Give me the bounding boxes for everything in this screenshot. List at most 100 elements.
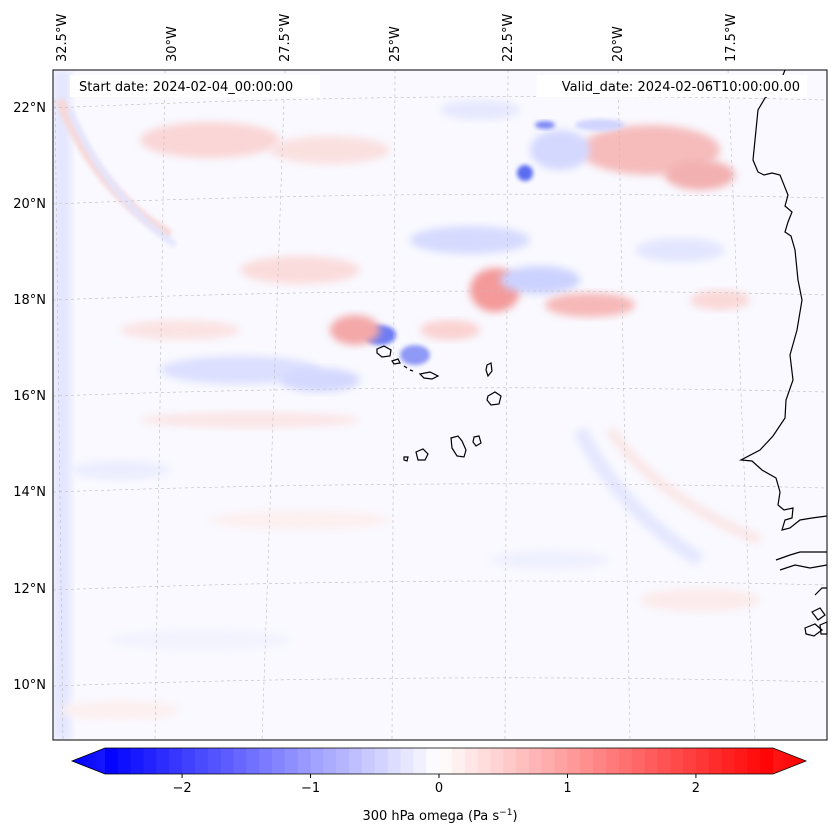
colorbar-level-block: [323, 748, 337, 774]
valid-date-box: [537, 75, 807, 97]
island-sao-nicolau: [418, 371, 440, 380]
colorbar-level-block: [259, 748, 273, 774]
colorbar-level-block: [606, 748, 620, 774]
colorbar-level-block: [207, 748, 222, 774]
colorbar-level-block: [580, 748, 594, 774]
island-sal: [485, 362, 493, 378]
colorbar-level-block: [477, 748, 491, 774]
colorbar-level-block: [233, 748, 247, 774]
colorbar-level-block: [426, 748, 440, 774]
colorbar-outline: [70, 747, 808, 775]
colorbar-tick-label: 2: [692, 781, 700, 796]
colorbar-level-block: [194, 748, 209, 774]
lat-label-10n: 10°N: [13, 678, 46, 693]
colorbar-level-block: [130, 748, 145, 774]
island-fogo: [415, 448, 429, 461]
omega-field: [53, 70, 762, 740]
colorbar-level-block: [374, 748, 389, 774]
african-coastline: [738, 69, 828, 531]
colorbar-level-block: [644, 748, 658, 774]
island-islet: [409, 369, 414, 372]
colorbar-level-block: [156, 748, 170, 774]
valid-date-text: Valid_date: 2024-02-06T10:00:00.00: [562, 80, 800, 95]
longitude-labels: 32.5°W 30°W 27.5°W 25°W 22.5°W 20°W 17.5…: [55, 14, 739, 62]
lat-label-18n: 18°N: [13, 293, 46, 308]
colorbar-tick-label: −2: [172, 781, 191, 796]
bijagos-island-1: [811, 607, 826, 621]
graticule: [53, 70, 827, 740]
colorbar-level-block: [670, 748, 684, 774]
map-panel: Start date: 2024-02-04_00:00:00 Valid_da…: [52, 69, 828, 741]
lon-label-27-5w: 27.5°W: [278, 14, 293, 62]
colorbar-tick-label: 1: [563, 781, 571, 796]
island-maio: [472, 435, 482, 447]
island-santa-luzia: [403, 365, 408, 369]
colorbar-level-block: [618, 748, 633, 774]
colorbar-blocks: [105, 748, 774, 774]
colorbar-level-block: [567, 748, 581, 774]
lat-label-14n: 14°N: [13, 485, 46, 500]
colorbar-level-block: [593, 748, 607, 774]
lon-label-20w: 20°W: [611, 26, 626, 62]
colorbar-level-block: [220, 748, 234, 774]
colorbar-level-block: [503, 748, 517, 774]
colorbar-level-block: [541, 748, 556, 774]
colorbar-level-block: [683, 748, 697, 774]
colorbar-level-block: [336, 748, 350, 774]
island-santo-antao: [376, 345, 392, 358]
guinea-bissau-coast: [814, 587, 827, 596]
colorbar-level-block: [105, 748, 119, 774]
lat-label-20n: 20°N: [13, 197, 46, 212]
island-boa-vista: [486, 391, 502, 406]
lon-label-32-5w: 32.5°W: [55, 14, 70, 62]
colorbar-level-block: [361, 748, 376, 774]
colorbar-level-block: [284, 748, 299, 774]
colorbar-level-block: [439, 748, 453, 774]
lon-label-25w: 25°W: [388, 26, 403, 62]
colorbar-level-block: [297, 748, 312, 774]
colorbar-level-block: [631, 748, 646, 774]
colorbar-level-block: [310, 748, 324, 774]
colorbar-level-block: [516, 748, 530, 774]
colorbar-level-block: [387, 748, 401, 774]
start-date-text: Start date: 2024-02-04_00:00:00: [79, 80, 293, 95]
colorbar: −2 −1 0 1 2 300 hPa omega (Pa s−1): [70, 747, 808, 824]
map-frame: [52, 69, 828, 741]
colorbar-level-block: [708, 748, 723, 774]
island-santiago: [450, 435, 467, 458]
gambia-coast: [775, 551, 827, 561]
casamance-coast: [779, 564, 828, 571]
colorbar-level-block: [721, 748, 735, 774]
colorbar-level-block: [413, 748, 427, 774]
colorbar-level-block: [143, 748, 157, 774]
colorbar-level-block: [246, 748, 260, 774]
colorbar-tick-label: −1: [301, 781, 320, 796]
colorbar-level-block: [734, 748, 748, 774]
colorbar-level-block: [272, 748, 286, 774]
colorbar-ticks: −2 −1 0 1 2: [172, 774, 700, 796]
colorbar-level-block: [400, 748, 414, 774]
colorbar-level-block: [182, 748, 196, 774]
colorbar-level-block: [464, 748, 479, 774]
colorbar-level-block: [490, 748, 504, 774]
latitude-labels: 22°N 20°N 18°N 16°N 14°N 12°N 10°N: [13, 101, 46, 693]
colorbar-level-block: [760, 748, 774, 774]
lat-label-16n: 16°N: [13, 389, 46, 404]
lon-label-30w: 30°W: [165, 26, 180, 62]
colorbar-level-block: [451, 748, 466, 774]
colorbar-level-block: [554, 748, 568, 774]
colorbar-label: 300 hPa omega (Pa s−1): [362, 808, 517, 824]
colorbar-tick-label: 0: [435, 781, 443, 796]
coastline: [376, 69, 828, 637]
lat-label-22n: 22°N: [13, 101, 46, 116]
lon-label-17-5w: 17.5°W: [724, 14, 739, 62]
colorbar-level-block: [657, 748, 671, 774]
colorbar-level-block: [747, 748, 761, 774]
colorbar-level-block: [528, 748, 543, 774]
colorbar-level-block: [117, 748, 132, 774]
start-date-box: [70, 75, 320, 97]
colorbar-level-block: [169, 748, 183, 774]
colorbar-level-block: [349, 748, 363, 774]
bijagos-island-2: [804, 623, 823, 637]
